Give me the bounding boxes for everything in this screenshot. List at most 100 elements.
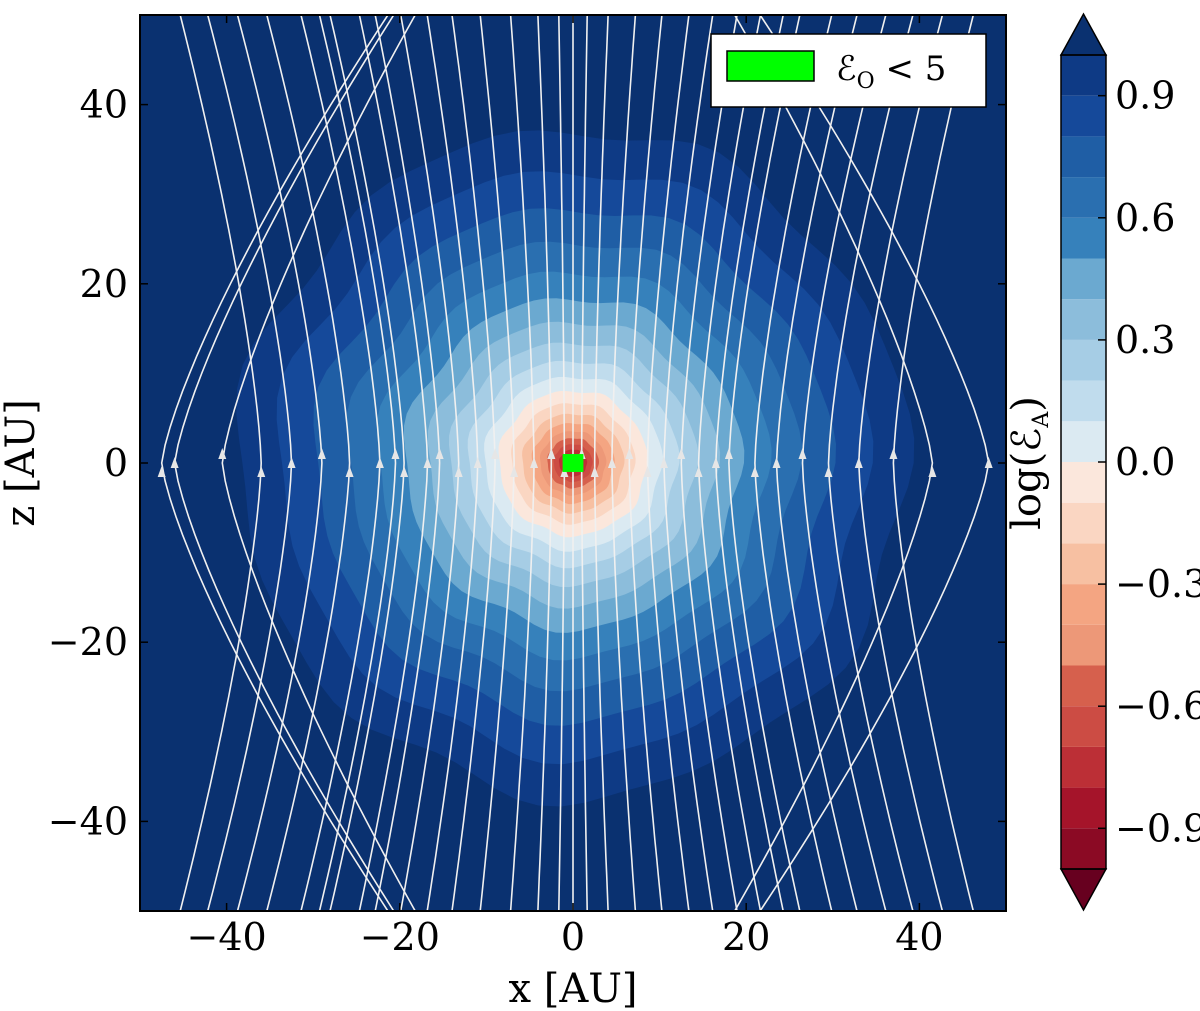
colorbar-level — [1061, 380, 1106, 422]
colorbar-label-sub: A — [1029, 411, 1054, 429]
colorbar: 0.9 0.6 0.3 0.0 −0.3 −0.6 −0.9 log(ℰA) — [1004, 12, 1200, 912]
legend-label: ℰO < 5 — [836, 49, 946, 94]
x-tick-label: 40 — [895, 915, 943, 959]
colorbar-label-close: ) — [1004, 396, 1050, 412]
colorbar-level — [1061, 543, 1106, 585]
streamline — [265, 15, 351, 911]
streamline-arrow — [454, 465, 463, 477]
streamline-arrow — [984, 457, 993, 468]
y-tick-label: −20 — [48, 620, 128, 664]
streamline-arrow — [473, 457, 482, 468]
colorbar-tick-label: 0.9 — [1115, 74, 1175, 118]
streamline-arrow — [590, 465, 599, 477]
streamline-arrow — [435, 448, 444, 460]
streamline-arrow — [530, 457, 539, 468]
plot-area: −40 −20 0 20 40 40 20 0 −20 −40 — [48, 14, 1007, 959]
streamline-arrow — [824, 465, 833, 477]
streamline-arrow — [491, 448, 500, 460]
colorbar-level — [1061, 258, 1106, 300]
y-tick-label: 40 — [80, 83, 128, 127]
colorbar-level — [1061, 339, 1106, 381]
x-tick-label: −40 — [186, 915, 266, 959]
streamline-arrow — [317, 448, 326, 460]
colorbar-level — [1061, 299, 1106, 340]
x-tick-label: −20 — [360, 915, 440, 959]
streamline — [628, 15, 663, 911]
streamline-arrow — [257, 465, 266, 477]
streamline-arrow — [724, 448, 733, 460]
streamline-arrow — [170, 457, 179, 468]
colorbar-label-main: log( — [1004, 452, 1050, 530]
streamline-arrow — [547, 448, 556, 460]
colorbar-level — [1061, 55, 1106, 96]
streamline — [728, 15, 801, 911]
colorbar-level — [1061, 624, 1106, 666]
streamline-arrow — [643, 465, 652, 477]
streamline — [537, 15, 553, 911]
streamline-arrow — [400, 465, 409, 477]
colorbar-tick-label: 0.0 — [1115, 440, 1175, 484]
x-tick-label: 0 — [561, 915, 585, 959]
legend: ℰO < 5 — [710, 33, 987, 108]
streamline — [329, 15, 405, 911]
colorbar-extend-min — [1059, 868, 1108, 912]
streamline-arrow — [750, 465, 759, 477]
streamline — [697, 15, 762, 911]
streamline-arrow — [157, 465, 166, 477]
colorbar-level — [1061, 217, 1106, 259]
streamline — [827, 15, 914, 911]
streamline-arrow — [928, 465, 937, 477]
streamline-arrow — [694, 465, 703, 477]
colorbar-extend-max — [1059, 12, 1108, 56]
streamline — [733, 15, 934, 911]
colorbar-level — [1061, 421, 1106, 462]
streamline — [479, 15, 515, 911]
streamline — [646, 15, 690, 911]
streamline-arrow — [677, 448, 686, 460]
colorbar-label-symbol: ℰ — [1004, 428, 1050, 452]
highlight-region — [562, 454, 584, 472]
streamline-arrow — [345, 465, 354, 477]
streamline-arrow — [391, 448, 400, 460]
streamline — [374, 15, 441, 911]
streamline-arrow — [423, 457, 432, 468]
streamline-arrow — [711, 457, 720, 468]
streamline — [236, 15, 323, 911]
streamline — [451, 15, 496, 911]
streamline-arrow — [625, 448, 634, 460]
y-tick-label: 20 — [80, 262, 128, 306]
streamline — [221, 15, 417, 911]
streamline — [399, 15, 460, 911]
x-tick-label: 20 — [722, 915, 770, 959]
streamline-arrow — [218, 448, 227, 460]
y-axis-label: z [AU] — [0, 399, 44, 527]
legend-swatch — [726, 50, 815, 82]
colorbar-tick-label: 0.3 — [1115, 318, 1175, 362]
streamline-arrow — [607, 457, 616, 468]
streamline — [680, 15, 738, 911]
colorbar-level — [1061, 706, 1106, 747]
streamline — [892, 15, 975, 911]
streamline-arrow — [510, 465, 519, 477]
colorbar-level — [1061, 95, 1106, 137]
streamline-arrow — [287, 457, 296, 468]
colorbar-tick-label: 0.6 — [1115, 196, 1175, 240]
colorbar-ticks: 0.9 0.6 0.3 0.0 −0.3 −0.6 −0.9 — [1098, 74, 1200, 850]
colorbar-level — [1061, 177, 1106, 218]
streamline-arrow — [772, 457, 781, 468]
x-axis-label: x [AU] — [508, 966, 637, 1011]
colorbar-level — [1061, 584, 1106, 625]
streamline-arrow — [375, 457, 384, 468]
streamline-arrow — [798, 448, 807, 460]
colorbar-level — [1061, 462, 1106, 503]
streamline — [179, 15, 263, 911]
streamline — [160, 15, 389, 911]
streamline-arrow — [889, 448, 898, 460]
streamline-arrow — [659, 457, 668, 468]
colorbar-level — [1061, 665, 1106, 707]
colorbar-tick-label: −0.3 — [1115, 562, 1200, 606]
legend-symbol: ℰ — [836, 49, 857, 89]
y-tick-label: 0 — [104, 441, 128, 485]
y-tick-label: −40 — [48, 799, 128, 843]
